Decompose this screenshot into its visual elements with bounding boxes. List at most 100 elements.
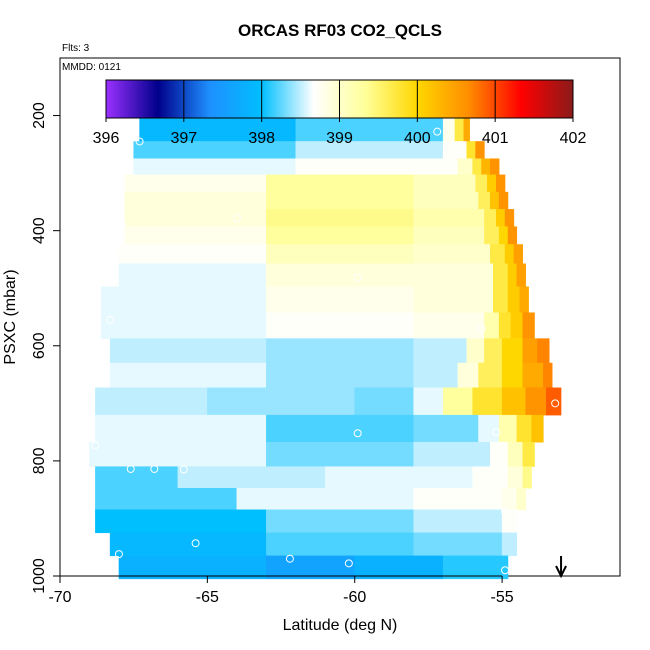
heatmap-cell xyxy=(266,555,355,580)
heatmap-cell xyxy=(522,312,535,339)
colorbar-tick-label: 402 xyxy=(560,130,587,147)
heatmap-cell xyxy=(124,174,267,193)
colorbar-tick-label: 401 xyxy=(482,130,509,147)
heatmap-cell xyxy=(266,338,414,364)
heatmap-cell xyxy=(89,441,267,467)
heatmap-cell xyxy=(504,209,515,227)
heatmap-cell xyxy=(295,158,459,176)
heatmap-cell xyxy=(466,141,476,159)
heatmap-cell xyxy=(413,509,503,534)
arrow-indicator xyxy=(555,556,567,579)
flights-annotation: Flts: 3 xyxy=(62,43,90,54)
heatmap-cell xyxy=(490,158,500,176)
heatmap-cell xyxy=(266,244,414,265)
y-tick-label: 800 xyxy=(31,447,48,474)
heatmap-cell xyxy=(484,312,500,339)
heatmap-cell xyxy=(498,226,509,245)
heatmap-cell xyxy=(124,191,267,210)
chart-title: ORCAS RF03 CO2_QCLS xyxy=(238,21,442,40)
heatmap-cell xyxy=(507,441,523,467)
heatmap-cell xyxy=(95,487,238,511)
heatmap-cell xyxy=(413,191,479,210)
heatmap-cell xyxy=(507,226,518,245)
heatmap-cell xyxy=(501,509,518,534)
y-tick-label: 200 xyxy=(31,102,48,129)
sample-point xyxy=(117,220,126,229)
heatmap-cell xyxy=(478,362,503,389)
heatmap-cell xyxy=(109,532,267,557)
heatmap-cell xyxy=(354,555,444,580)
heatmap-cell xyxy=(118,263,267,288)
heatmap-cell xyxy=(413,362,459,389)
x-tick-label: -70 xyxy=(48,589,71,606)
sample-point xyxy=(551,399,560,408)
heatmap-cell xyxy=(507,466,523,489)
x-tick-label: -65 xyxy=(196,589,219,606)
colorbar-tick-label: 399 xyxy=(326,130,353,147)
heatmap-cell xyxy=(522,362,544,389)
heatmap-cell xyxy=(463,118,470,142)
heatmap-cell xyxy=(124,209,267,227)
heatmap-cell xyxy=(490,244,506,265)
heatmap-cell xyxy=(498,414,518,443)
heatmap-cell xyxy=(457,158,473,176)
y-tick-label: 400 xyxy=(31,217,48,244)
heatmap-cell xyxy=(498,312,512,339)
heatmap-cell xyxy=(490,191,500,210)
heatmap-cell xyxy=(266,362,414,389)
sample-point xyxy=(232,214,241,223)
heatmap-cell xyxy=(101,312,267,339)
heatmap-cell xyxy=(177,466,326,489)
heatmap-cell xyxy=(266,441,414,467)
heatmap-cell xyxy=(118,555,267,580)
heatmap-cell xyxy=(522,466,532,489)
heatmap-cell xyxy=(413,286,494,313)
colorbar-tick-label: 400 xyxy=(404,130,431,147)
sample-point xyxy=(285,554,294,563)
heatmap-cell xyxy=(501,487,518,511)
x-axis: -70 -65 -60 -55 xyxy=(48,575,514,606)
heatmap-cell xyxy=(516,487,526,511)
x-axis-label: Latitude (deg N) xyxy=(283,617,398,634)
heatmap-cell xyxy=(325,466,473,489)
heatmap-cell xyxy=(442,555,509,580)
sample-point xyxy=(344,559,353,568)
sample-point xyxy=(150,464,159,473)
heatmap-cell xyxy=(266,174,414,193)
heatmap-cell xyxy=(95,509,267,534)
sample-point xyxy=(114,550,123,559)
heatmap-cell xyxy=(478,191,491,210)
sample-point xyxy=(191,539,200,548)
heatmap-cell xyxy=(495,174,506,193)
sample-point xyxy=(501,566,510,575)
y-axis-label: PSXC (mbar) xyxy=(2,269,19,364)
heatmap-cell xyxy=(516,263,526,288)
heatmap-cell xyxy=(454,118,465,142)
heatmap-cell xyxy=(493,286,509,313)
colorbar-tick-label: 398 xyxy=(248,130,275,147)
heatmap-cells xyxy=(89,92,562,580)
heatmap-cell xyxy=(484,226,500,245)
heatmap-cell xyxy=(442,141,467,159)
heatmap-cell xyxy=(95,466,179,489)
heatmap-cell xyxy=(472,387,503,416)
heatmap-cell xyxy=(413,532,503,557)
sample-point xyxy=(106,315,115,324)
heatmap-cell xyxy=(413,387,444,416)
heatmap-cell xyxy=(495,209,506,227)
y-tick-label: 1000 xyxy=(31,558,48,594)
heatmap-cell xyxy=(501,532,518,557)
heatmap-cell xyxy=(466,338,485,364)
sample-point xyxy=(433,127,442,136)
heatmap-cell xyxy=(413,244,491,265)
heatmap-cell xyxy=(413,441,491,467)
heatmap-cell xyxy=(522,338,538,364)
heatmap-cell xyxy=(266,312,414,339)
heatmap-cell xyxy=(95,414,267,443)
heatmap-cell xyxy=(266,532,414,557)
colorbar: 396 397 398 399 400 401 402 xyxy=(93,79,587,147)
heatmap-cell xyxy=(472,466,509,489)
heatmap-cell xyxy=(484,338,503,364)
heatmap-cell xyxy=(501,387,526,416)
heatmap-cell xyxy=(118,244,267,265)
